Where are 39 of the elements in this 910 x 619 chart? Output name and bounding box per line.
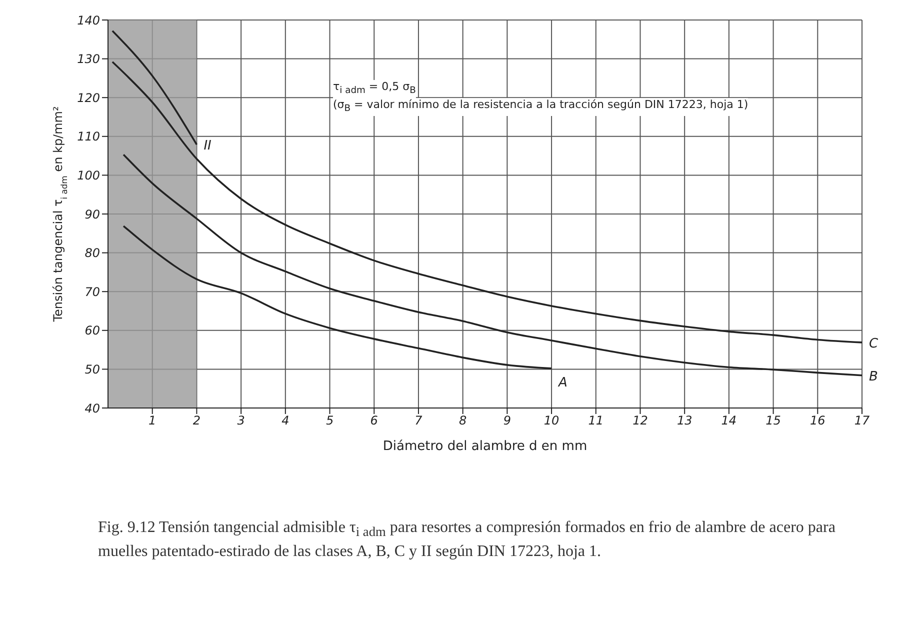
series-label: A — [558, 375, 568, 390]
x-tick-label: 15 — [766, 414, 781, 428]
x-tick-label: 14 — [721, 414, 737, 428]
y-tick-label: 100 — [77, 168, 100, 182]
y-tick-label: 130 — [77, 52, 100, 66]
y-tick-label: 110 — [77, 130, 100, 144]
x-tick-label: 6 — [370, 414, 378, 428]
x-tick-label: 7 — [414, 414, 423, 428]
x-tick-label: 17 — [854, 414, 870, 428]
line-series — [122, 225, 552, 370]
x-tick-label: 11 — [588, 414, 604, 428]
x-tick-label: 8 — [459, 414, 468, 428]
y-tick-label: 120 — [77, 90, 100, 105]
x-tick-label: 9 — [503, 414, 511, 428]
x-axis-title: Diámetro del alambre d en mm — [382, 439, 588, 454]
x-tick-label: 12 — [632, 414, 648, 428]
x-tick-label: 16 — [810, 414, 826, 428]
y-tick-label: 80 — [84, 246, 100, 260]
caption: Fig. 9.12 Tensión tangencial admisible τ$_{i adm}$ para resortes a compresión formados en frio de alambre de acero para muelles patentado-estirado de las clases A, B, C y II según DIN 17223, hoja 1. — [98, 518, 836, 562]
line-series — [122, 154, 862, 376]
y-tick-label: 40 — [84, 401, 100, 416]
x-tick-label: 13 — [676, 414, 692, 428]
x-tick-label: 1 — [148, 414, 156, 428]
annotation: τ$_{i adm}$ = 0,5 σ$_{B}$ — [333, 80, 416, 98]
line-series — [112, 61, 862, 344]
series-label: II — [204, 138, 212, 154]
y-tick-label: 50 — [84, 362, 100, 376]
x-tick-label: 4 — [282, 414, 290, 428]
series-label: C — [869, 336, 879, 352]
y-tick-label: 90 — [84, 207, 100, 222]
x-tick-label: 2 — [192, 414, 201, 428]
x-tick-label: 3 — [237, 414, 245, 428]
annotation: (σ$_{B}$ = valor mínimo de la resistencia a la tracción según DIN 17223, hoja 1) — [333, 98, 748, 116]
y-tick-label: 70 — [84, 284, 100, 299]
x-tick-label: 10 — [544, 414, 560, 428]
series-label: B — [869, 369, 878, 384]
y-tick-label: 60 — [84, 324, 100, 338]
y-tick-label: 140 — [77, 13, 100, 28]
x-tick-label: 5 — [326, 414, 334, 428]
